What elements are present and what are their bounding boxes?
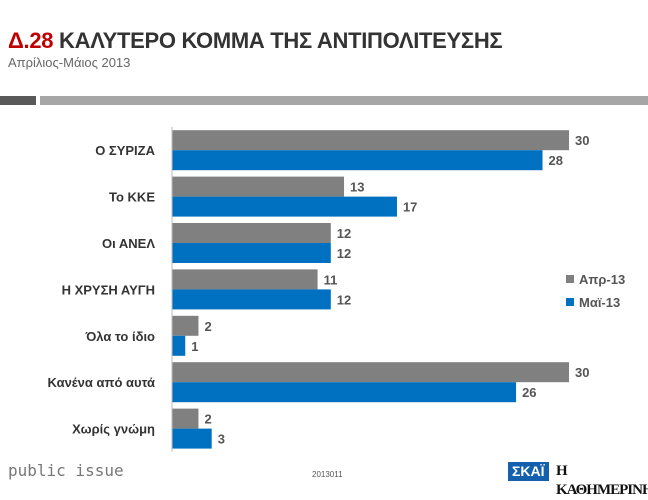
legend-swatch — [566, 298, 574, 306]
category-label: Το ΚΚΕ — [109, 190, 155, 205]
category-label: Κανένα από αυτά — [48, 375, 156, 390]
data-label: 12 — [337, 292, 351, 307]
data-label: 26 — [522, 385, 536, 400]
skai-logo: ΣΚΑΪ — [508, 462, 549, 481]
subtitle: Απρίλιος-Μάιος 2013 — [8, 55, 131, 70]
data-label: 13 — [350, 180, 364, 195]
bar-may — [172, 335, 186, 356]
legend-swatch — [566, 275, 574, 283]
title-number: Δ.28 — [8, 28, 54, 53]
data-label: 30 — [575, 133, 589, 148]
data-label: 12 — [337, 226, 351, 241]
bar-may — [172, 382, 517, 403]
bar-may — [172, 243, 331, 263]
page-title: Δ.28 ΚΑΛΥΤΕΡΟ ΚΟΜΜΑ ΤΗΣ ΑΝΤΙΠΟΛΙΤΕΥΣΗΣ — [8, 28, 503, 54]
data-label: 2 — [204, 319, 211, 334]
category-label: Ο ΣΥΡΙΖΑ — [95, 143, 155, 158]
bar-apr — [172, 223, 331, 243]
category-label: Όλα το ίδιο — [85, 329, 155, 344]
data-label: 30 — [575, 365, 589, 380]
divider-light — [40, 96, 648, 105]
kathimerini-logo: Η ΚΑΘΗΜΕΡΙΝΗ — [556, 463, 648, 498]
bar-apr — [172, 408, 199, 429]
bar-may — [172, 428, 212, 449]
legend-label: Μαϊ-13 — [579, 295, 620, 310]
data-label: 1 — [191, 339, 198, 354]
data-label: 2 — [204, 412, 211, 427]
category-label: Χωρίς γνώμη — [72, 422, 155, 437]
public-issue-logo: public issue — [8, 461, 124, 480]
legend-label: Απρ-13 — [579, 272, 625, 287]
bar-apr — [172, 269, 318, 290]
bar-apr — [172, 176, 345, 197]
bar-may — [172, 150, 543, 171]
title-text: ΚΑΛΥΤΕΡΟ ΚΟΜΜΑ ΤΗΣ ΑΝΤΙΠΟΛΙΤΕΥΣΗΣ — [59, 28, 503, 53]
bar-apr — [172, 362, 569, 383]
survey-code: 2013011 — [312, 470, 343, 479]
bar-may — [172, 196, 397, 217]
data-label: 17 — [403, 200, 417, 215]
data-label: 3 — [218, 432, 225, 447]
category-label: Οι ΑΝΕΛ — [102, 236, 155, 251]
bar-apr — [172, 130, 569, 151]
data-label: 28 — [549, 153, 563, 168]
data-label: 12 — [337, 246, 351, 261]
bar-may — [172, 289, 331, 310]
category-label: Η ΧΡΥΣΗ ΑΥΓΗ — [62, 282, 155, 297]
divider-dark — [0, 96, 36, 105]
bar-apr — [172, 315, 199, 336]
data-label: 11 — [324, 272, 338, 287]
